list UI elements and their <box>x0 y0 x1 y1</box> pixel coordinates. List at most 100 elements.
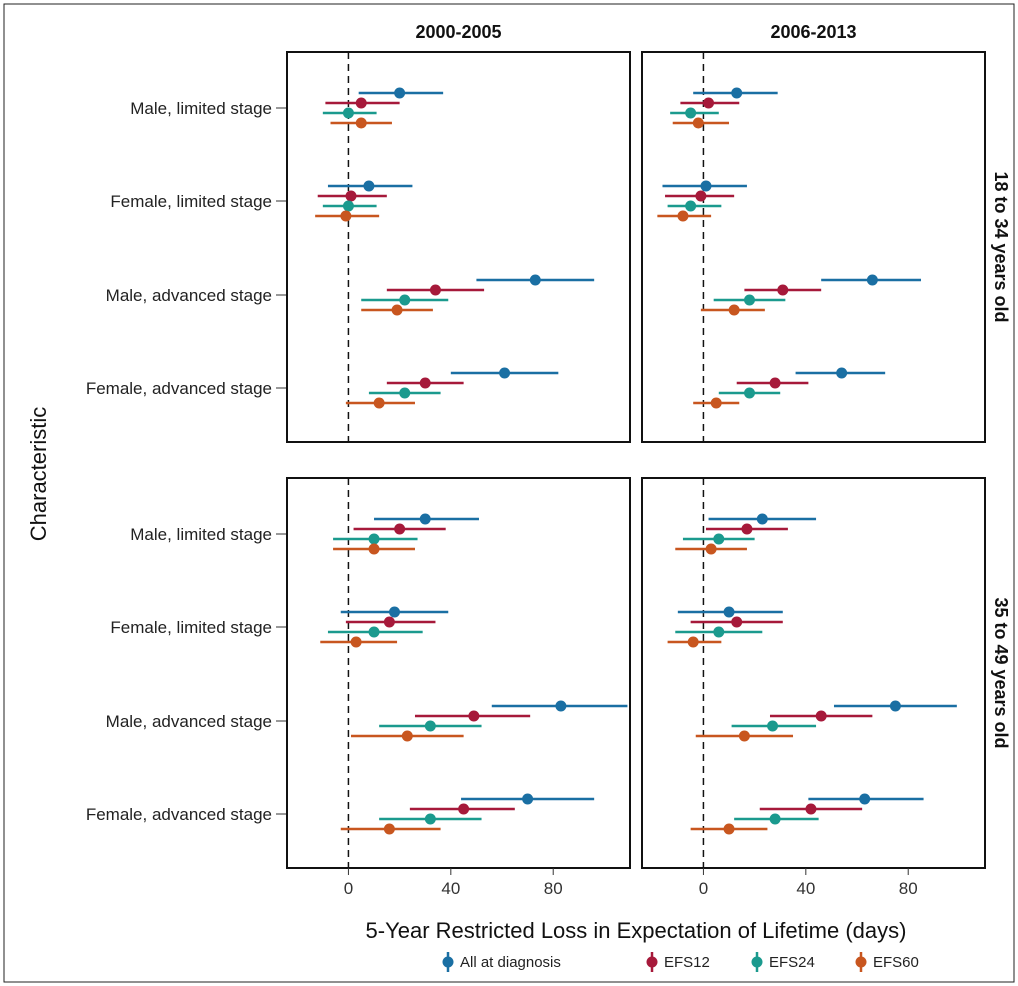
legend-marker-efs24 <box>751 956 763 968</box>
column-title-2000-2005: 2000-2005 <box>415 22 501 42</box>
x-axis-title: 5-Year Restricted Loss in Expectation of… <box>366 918 907 943</box>
point-all-at-diagnosis <box>756 513 768 525</box>
point-all-at-diagnosis <box>419 513 431 525</box>
point-efs24 <box>424 720 436 732</box>
point-efs12 <box>345 190 357 202</box>
legend-label-efs60: EFS60 <box>873 954 919 971</box>
point-efs12 <box>394 523 406 535</box>
x-tick-label: 0 <box>699 879 708 898</box>
category-label-male-limited-stage: Male, limited stage <box>130 99 272 118</box>
point-efs60 <box>692 117 704 129</box>
x-tick-label: 80 <box>899 879 918 898</box>
figure-border <box>3 3 1015 983</box>
point-efs12 <box>419 377 431 389</box>
category-label-female-limited-stage: Female, limited stage <box>110 618 272 637</box>
point-efs12 <box>777 284 789 296</box>
point-all-at-diagnosis <box>499 367 511 379</box>
panel-frame <box>286 51 631 443</box>
point-all-at-diagnosis <box>555 700 567 712</box>
point-all-at-diagnosis <box>836 367 848 379</box>
point-efs24 <box>424 813 436 825</box>
point-efs24 <box>342 200 354 212</box>
panel-18-to-34-years-old-2006-2013 <box>641 51 986 443</box>
point-efs60 <box>705 543 717 555</box>
legend: All at diagnosis EFS12 EFS24 EFS60 <box>442 952 919 972</box>
point-efs24 <box>342 107 354 119</box>
category-label-female-advanced-stage: Female, advanced stage <box>86 379 272 398</box>
point-efs60 <box>373 397 385 409</box>
category-label-female-advanced-stage: Female, advanced stage <box>86 805 272 824</box>
point-all-at-diagnosis <box>394 87 406 99</box>
category-label-female-limited-stage: Female, limited stage <box>110 192 272 211</box>
column-title-2006-2013: 2006-2013 <box>770 22 856 42</box>
panel-frame <box>641 477 986 869</box>
point-all-at-diagnosis <box>389 606 401 618</box>
point-efs60 <box>710 397 722 409</box>
point-efs60 <box>728 304 740 316</box>
legend-label-all-at-diagnosis: All at diagnosis <box>460 954 561 971</box>
x-tick-label: 0 <box>344 879 353 898</box>
point-efs12 <box>769 377 781 389</box>
point-efs24 <box>399 294 411 306</box>
point-all-at-diagnosis <box>363 180 375 192</box>
category-label-male-advanced-stage: Male, advanced stage <box>106 712 272 731</box>
point-efs60 <box>401 730 413 742</box>
point-all-at-diagnosis <box>866 274 878 286</box>
point-efs12 <box>468 710 480 722</box>
point-efs24 <box>713 626 725 638</box>
point-efs24 <box>744 294 756 306</box>
y-axis-title: Characteristic <box>26 407 51 541</box>
point-efs12 <box>695 190 707 202</box>
point-efs24 <box>767 720 779 732</box>
point-efs12 <box>731 616 743 628</box>
point-efs12 <box>741 523 753 535</box>
plot-layer: 2000-2005 2006-2013 18 to 34 years old 35 t… <box>86 22 1011 898</box>
x-tick-label: 40 <box>441 879 460 898</box>
point-efs60 <box>340 210 352 222</box>
panel-35-to-49-years-old-2006-2013 <box>641 477 986 869</box>
point-all-at-diagnosis <box>889 700 901 712</box>
row-label-35-to-49-years-old: 35 to 49 years old <box>991 597 1011 748</box>
point-efs60 <box>350 636 362 648</box>
point-efs60 <box>368 543 380 555</box>
point-all-at-diagnosis <box>859 793 871 805</box>
x-tick-label: 80 <box>544 879 563 898</box>
point-efs60 <box>738 730 750 742</box>
point-efs24 <box>744 387 756 399</box>
legend-marker-efs12 <box>646 956 658 968</box>
point-efs24 <box>769 813 781 825</box>
point-efs12 <box>458 803 470 815</box>
point-efs12 <box>805 803 817 815</box>
panel-frame <box>641 51 986 443</box>
legend-marker-efs60 <box>855 956 867 968</box>
category-label-male-limited-stage: Male, limited stage <box>130 525 272 544</box>
point-efs60 <box>391 304 403 316</box>
panel-frame <box>286 477 631 869</box>
point-efs12 <box>355 97 367 109</box>
point-efs24 <box>368 626 380 638</box>
point-efs12 <box>383 616 395 628</box>
point-efs60 <box>383 823 395 835</box>
point-efs60 <box>677 210 689 222</box>
legend-marker-all-at-diagnosis <box>442 956 454 968</box>
category-label-male-advanced-stage: Male, advanced stage <box>106 286 272 305</box>
point-efs24 <box>713 533 725 545</box>
point-efs24 <box>685 107 697 119</box>
panel-18-to-34-years-old-2000-2005 <box>286 51 631 443</box>
point-efs24 <box>368 533 380 545</box>
point-all-at-diagnosis <box>529 274 541 286</box>
point-all-at-diagnosis <box>700 180 712 192</box>
point-all-at-diagnosis <box>723 606 735 618</box>
point-efs24 <box>399 387 411 399</box>
point-all-at-diagnosis <box>522 793 534 805</box>
point-efs12 <box>429 284 441 296</box>
point-efs60 <box>687 636 699 648</box>
point-efs12 <box>703 97 715 109</box>
point-efs60 <box>355 117 367 129</box>
legend-label-efs12: EFS12 <box>664 954 710 971</box>
x-tick-label: 40 <box>796 879 815 898</box>
point-all-at-diagnosis <box>731 87 743 99</box>
point-efs24 <box>685 200 697 212</box>
point-efs12 <box>815 710 827 722</box>
